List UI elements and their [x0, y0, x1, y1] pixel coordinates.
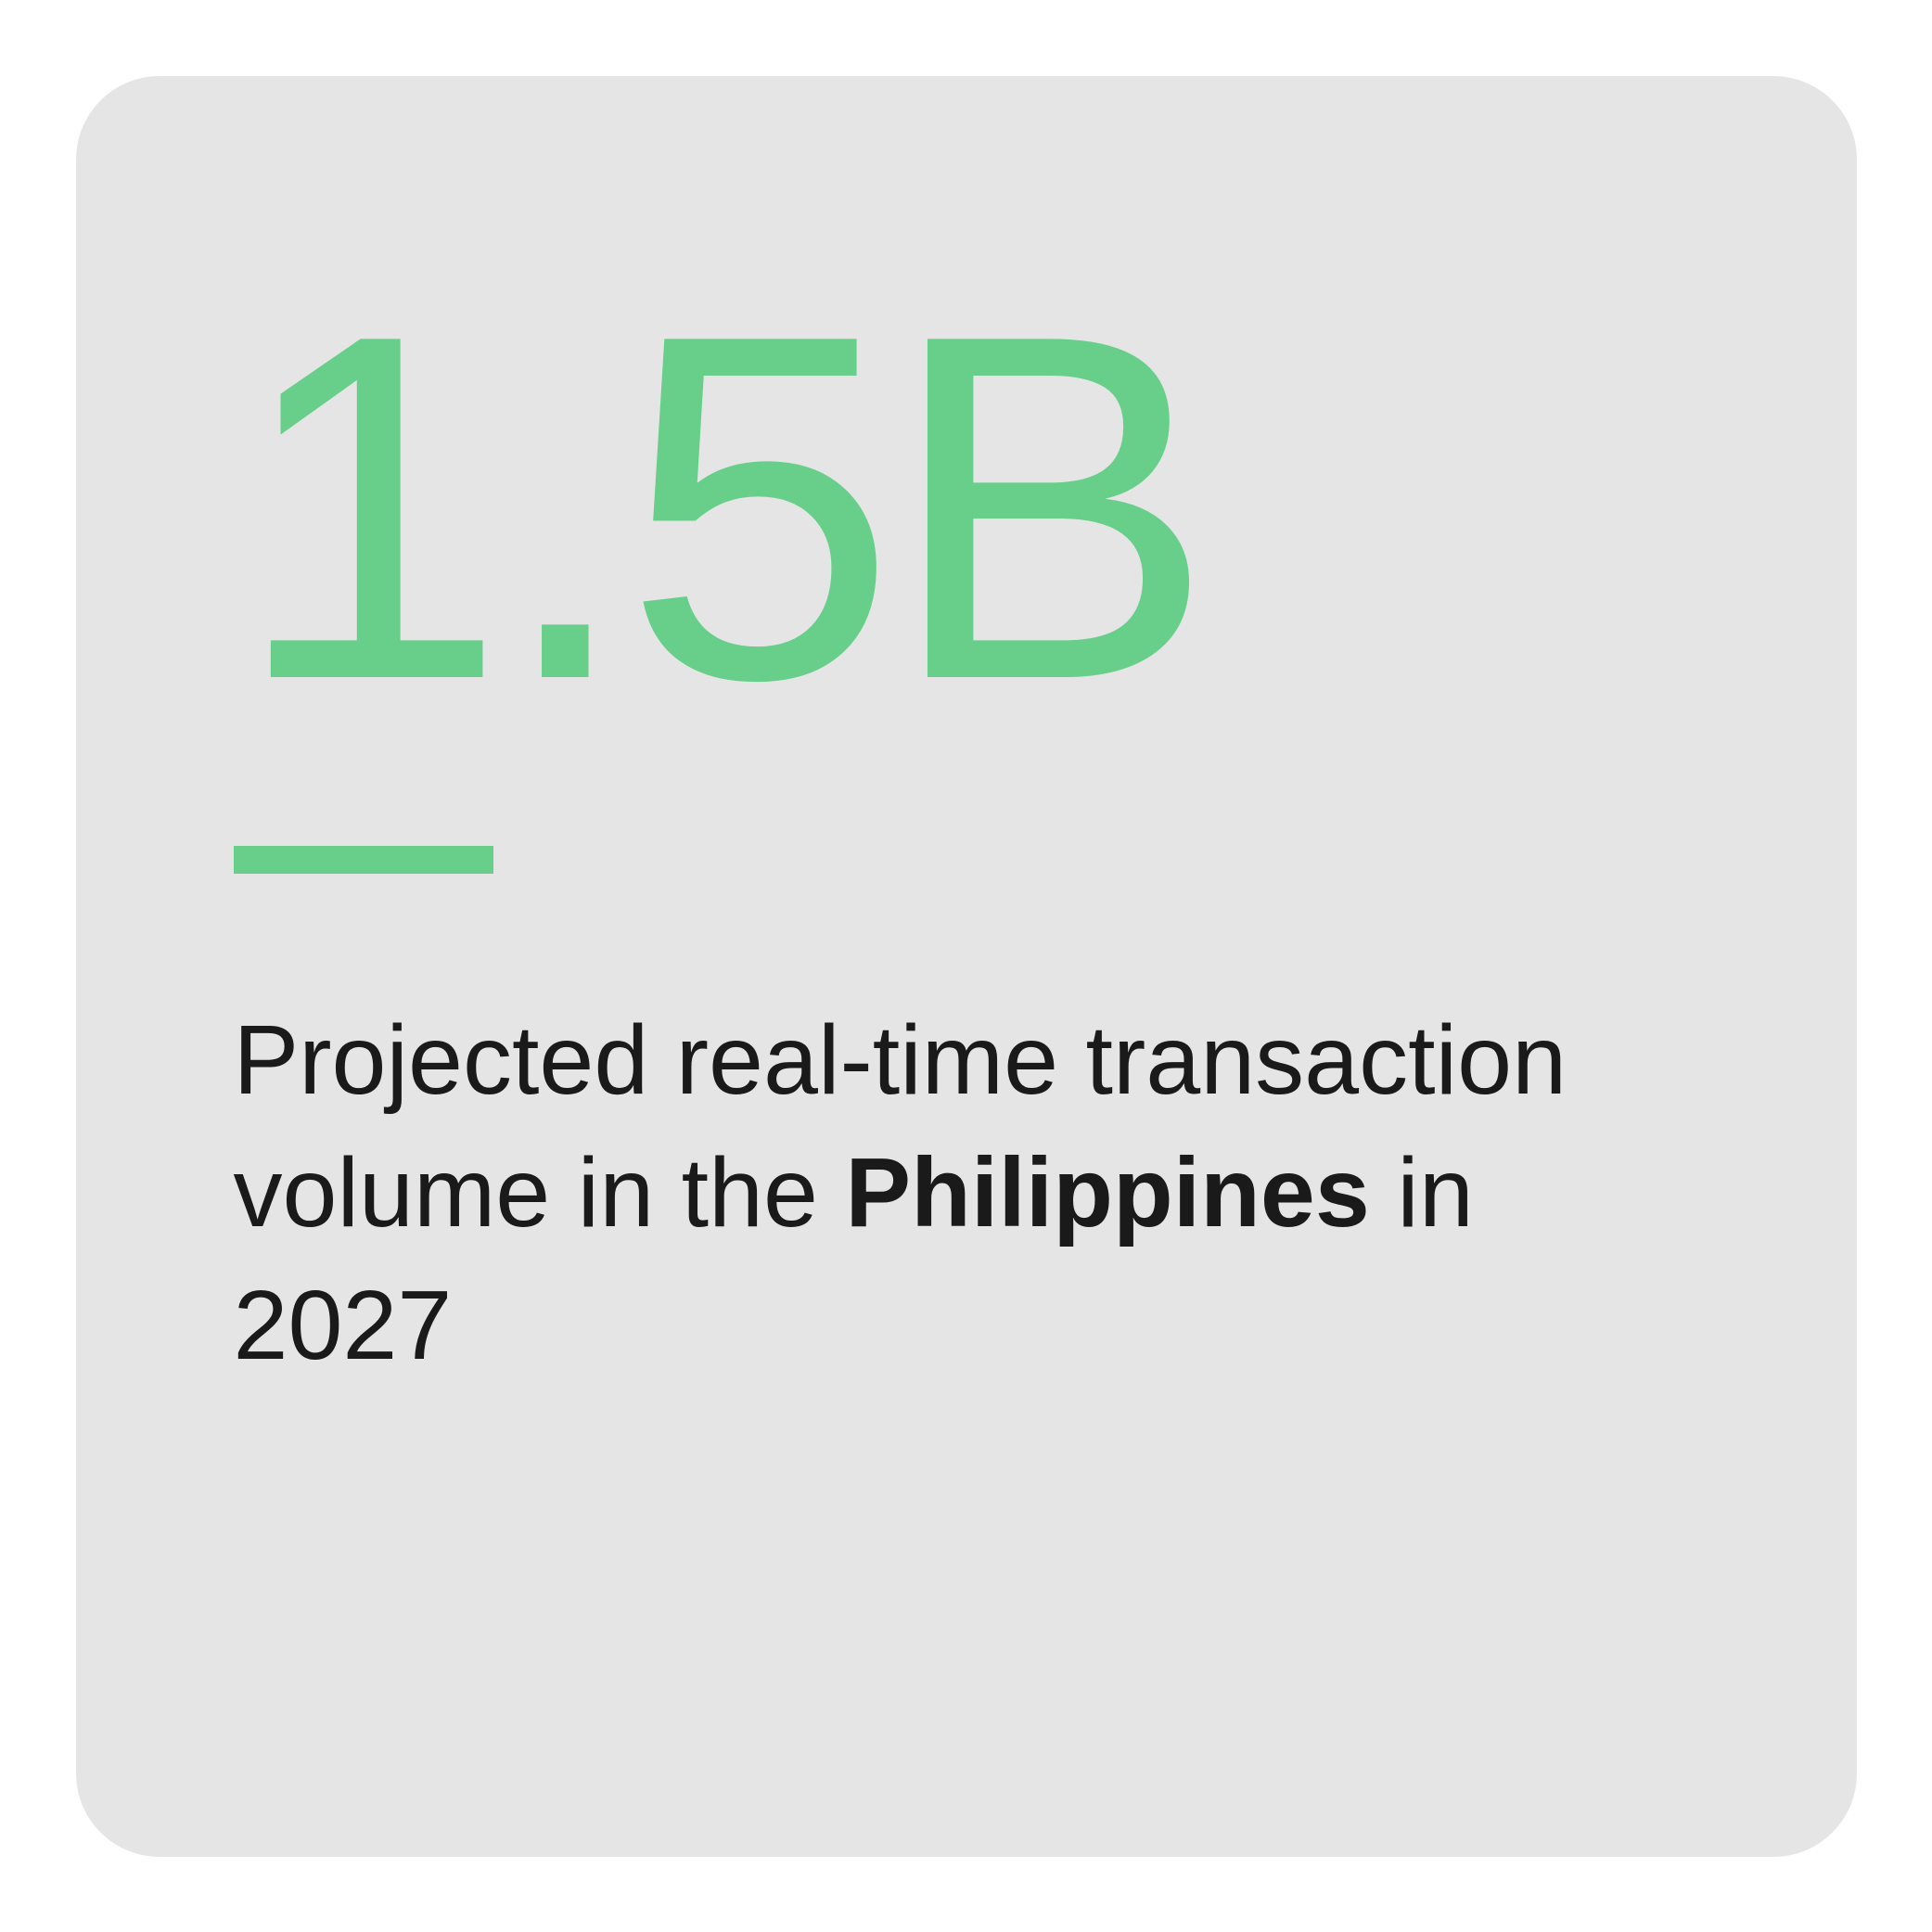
stat-value: 1.5B	[234, 262, 1699, 753]
stat-description: Projected real-time transaction volume i…	[234, 994, 1625, 1392]
accent-divider	[234, 846, 493, 874]
stat-card: 1.5B Projected real-time transaction vol…	[76, 76, 1857, 1857]
description-highlight: Philippines	[845, 1138, 1369, 1247]
